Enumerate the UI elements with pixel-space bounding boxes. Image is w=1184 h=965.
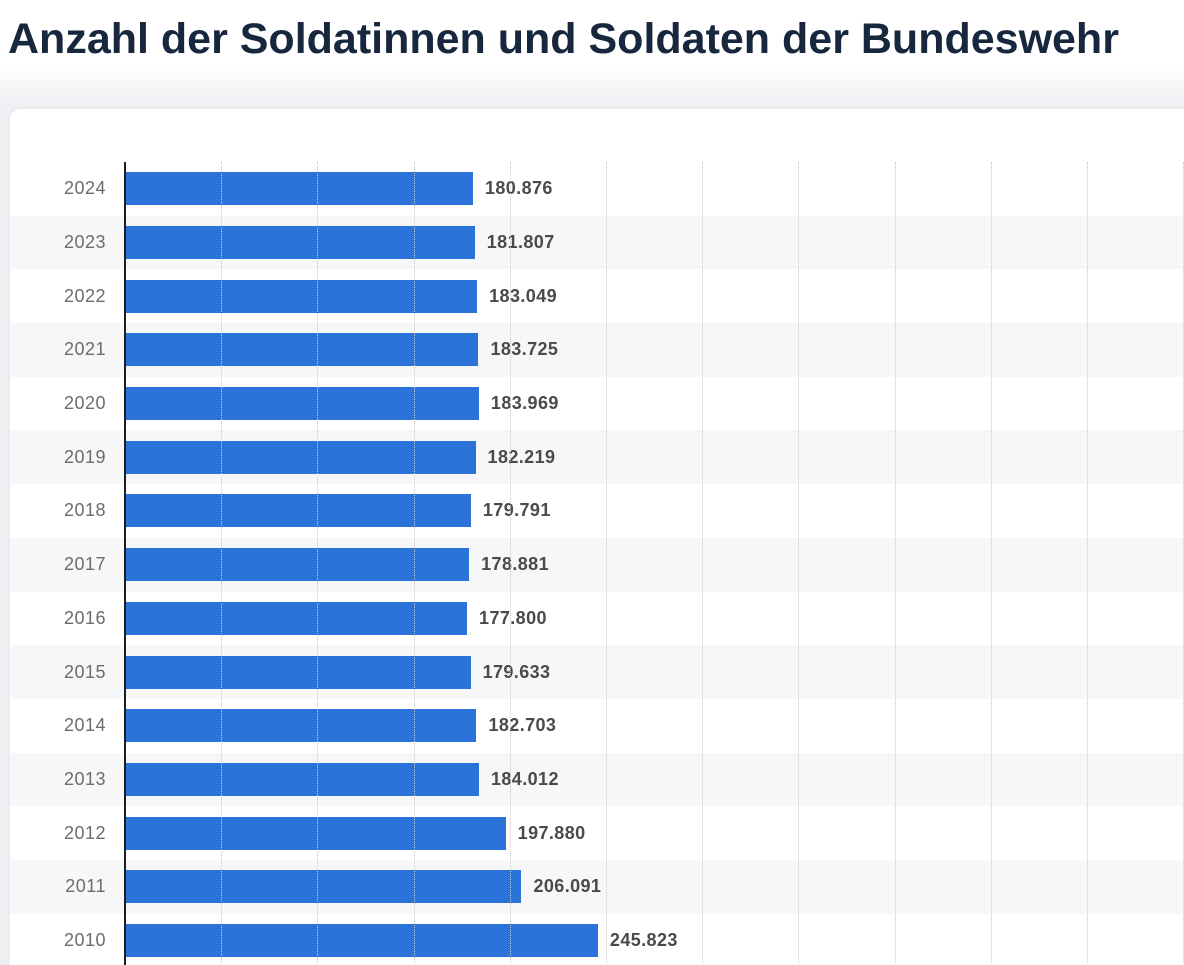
bar-value-label: 181.807 <box>486 232 555 253</box>
bar-value-label: 184.012 <box>490 768 559 789</box>
chart-row: 2016 177.800 <box>10 591 1184 646</box>
chart-row: 2019 182.219 <box>10 430 1184 485</box>
bar-value-label: 179.791 <box>482 500 551 521</box>
chart-row: 2023 181.807 <box>10 215 1184 270</box>
row-plot-area: 179.791 <box>125 484 1184 538</box>
year-label: 2022 <box>63 285 106 306</box>
bar-value-label: 245.823 <box>609 929 678 950</box>
chart-row: 2010 245.823 <box>10 913 1184 965</box>
year-label: 2011 <box>65 876 106 897</box>
y-axis-line <box>124 162 126 965</box>
bar-value-label: 182.219 <box>487 446 556 467</box>
year-label: 2023 <box>63 232 106 253</box>
bar-value-label: 178.881 <box>481 554 549 575</box>
row-plot-area: 183.049 <box>125 269 1184 323</box>
bar[interactable] <box>125 709 477 743</box>
row-plot-area: 206.091 <box>125 860 1184 914</box>
row-plot-area: 180.876 <box>125 162 1184 216</box>
bar-value-label: 183.725 <box>490 339 559 360</box>
row-plot-area: 181.807 <box>125 216 1184 270</box>
bar-value-label: 183.049 <box>489 285 558 306</box>
year-label: 2010 <box>63 929 106 950</box>
bar[interactable] <box>125 923 598 957</box>
chart-card: 2024 180.876 2023 181.807 2022 183.049 2021 183… <box>9 108 1184 965</box>
year-label: 2016 <box>63 607 106 628</box>
chart-row: 2012 197.880 <box>10 806 1184 860</box>
year-label: 2012 <box>63 822 106 843</box>
bar[interactable] <box>125 440 476 474</box>
bar-value-label: 182.703 <box>488 715 557 736</box>
chart-title: Anzahl der Soldatinnen und Soldaten der … <box>8 15 1119 63</box>
year-label: 2020 <box>63 393 106 414</box>
bar[interactable] <box>125 655 471 689</box>
bar[interactable] <box>125 494 471 528</box>
bar[interactable] <box>125 601 468 635</box>
bar[interactable] <box>125 870 522 904</box>
bar-value-label: 180.876 <box>484 178 553 199</box>
chart-row: 2018 179.791 <box>10 484 1184 538</box>
chart-row: 2013 184.012 <box>10 752 1184 807</box>
row-plot-area: 245.823 <box>125 914 1184 965</box>
year-label: 2017 <box>63 554 106 575</box>
chart-row: 2021 183.725 <box>10 323 1184 377</box>
year-label: 2018 <box>63 500 106 521</box>
row-plot-area: 197.880 <box>125 806 1184 860</box>
row-plot-area: 179.633 <box>125 645 1184 699</box>
bar-value-label: 183.969 <box>490 393 559 414</box>
bar[interactable] <box>125 279 478 313</box>
bar[interactable] <box>125 226 475 260</box>
chart-row: 2015 179.633 <box>10 645 1184 699</box>
bar[interactable] <box>125 816 506 850</box>
bar[interactable] <box>125 172 473 206</box>
bar-value-label: 179.633 <box>482 661 551 682</box>
year-label: 2013 <box>63 768 106 789</box>
bar[interactable] <box>125 548 470 582</box>
bar-chart: 2024 180.876 2023 181.807 2022 183.049 2021 183… <box>10 162 1184 965</box>
chart-row: 2020 183.969 <box>10 376 1184 431</box>
row-plot-area: 184.012 <box>125 753 1184 807</box>
row-plot-area: 177.800 <box>125 592 1184 646</box>
bar-value-label: 206.091 <box>533 876 602 897</box>
year-label: 2014 <box>63 715 106 736</box>
chart-row: 2011 206.091 <box>10 859 1184 914</box>
chart-row: 2017 178.881 <box>10 537 1184 592</box>
chart-rows: 2024 180.876 2023 181.807 2022 183.049 2021 183… <box>10 162 1184 965</box>
bar[interactable] <box>125 762 479 796</box>
row-plot-area: 183.969 <box>125 377 1184 431</box>
row-plot-area: 182.219 <box>125 430 1184 484</box>
row-plot-area: 178.881 <box>125 538 1184 592</box>
year-label: 2019 <box>63 446 106 467</box>
bar-value-label: 197.880 <box>517 822 586 843</box>
chart-row: 2022 183.049 <box>10 269 1184 324</box>
bar-value-label: 177.800 <box>479 607 547 628</box>
bar[interactable] <box>125 333 479 367</box>
bar[interactable] <box>125 387 479 421</box>
year-label: 2024 <box>63 178 106 199</box>
row-plot-area: 183.725 <box>125 323 1184 377</box>
row-plot-area: 182.703 <box>125 699 1184 753</box>
chart-row: 2014 182.703 <box>10 698 1184 753</box>
year-label: 2021 <box>63 339 106 360</box>
year-label: 2015 <box>63 661 106 682</box>
chart-row: 2024 180.876 <box>10 162 1184 216</box>
